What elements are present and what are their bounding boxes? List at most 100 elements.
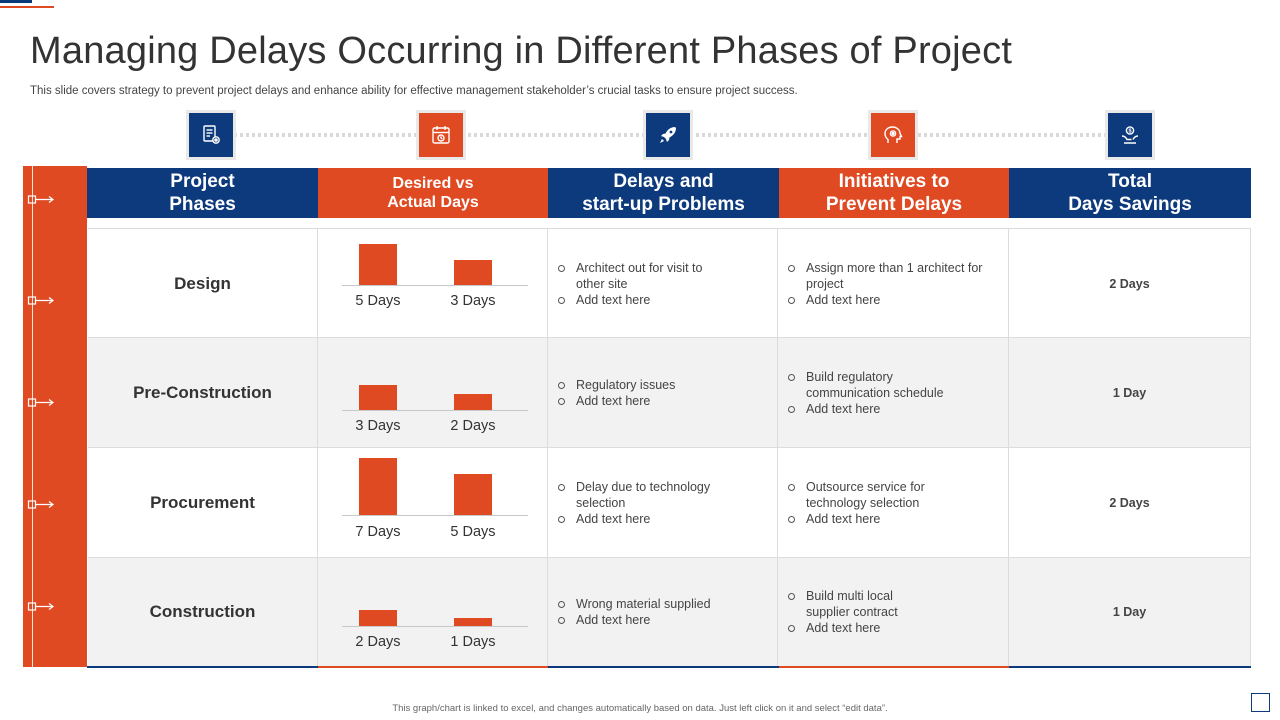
corner-accent-blue bbox=[0, 0, 32, 3]
desired-days-bar bbox=[359, 458, 397, 515]
list-item: Add text here bbox=[788, 620, 928, 636]
days-saving: 1 Day bbox=[1009, 558, 1251, 666]
table-row: Design 5 Days 3 Days Architect out for v… bbox=[88, 228, 1251, 339]
phase-name: Pre-Construction bbox=[88, 338, 318, 448]
delays-list: Wrong material supplied Add text here bbox=[558, 596, 758, 628]
phase-name: Procurement bbox=[88, 448, 318, 558]
desired-days-bar bbox=[359, 610, 397, 626]
list-item: Regulatory issues bbox=[558, 377, 728, 393]
actual-days-label: 2 Days bbox=[450, 418, 496, 434]
delays-cell: Regulatory issues Add text here bbox=[548, 338, 778, 448]
desired-days-label: 3 Days bbox=[355, 418, 401, 434]
timeline-arrow-icon bbox=[27, 602, 54, 611]
days-chart-cell: 2 Days 1 Days bbox=[318, 558, 548, 666]
corner-accent-orange bbox=[0, 6, 54, 8]
svg-text:$: $ bbox=[1128, 129, 1131, 135]
header-line: Desired vs bbox=[392, 175, 474, 192]
header-line: Delays and bbox=[613, 171, 714, 192]
table-bottom-border bbox=[779, 666, 1009, 668]
actual-days-bar bbox=[454, 618, 492, 626]
hand-coin-icon: $ bbox=[1108, 113, 1152, 157]
document-gear-icon bbox=[189, 113, 233, 157]
initiatives-list: Build multi local supplier contract Add … bbox=[788, 588, 928, 636]
initiatives-list: Assign more than 1 architect for project… bbox=[788, 260, 988, 308]
phase-name: Construction bbox=[88, 558, 318, 666]
delays-cell: Wrong material supplied Add text here bbox=[548, 558, 778, 666]
list-item: Delay due to technology selection bbox=[558, 479, 728, 511]
actual-days-bar bbox=[454, 474, 492, 515]
days-chart-cell: 7 Days 5 Days bbox=[318, 448, 548, 558]
phase-name: Design bbox=[88, 229, 318, 339]
page-subtitle: This slide covers strategy to prevent pr… bbox=[30, 85, 798, 97]
table-bottom-border bbox=[318, 666, 548, 668]
actual-days-label: 3 Days bbox=[450, 293, 496, 309]
list-item: Wrong material supplied bbox=[558, 596, 758, 612]
desired-days-label: 7 Days bbox=[355, 524, 401, 540]
table-row: Pre-Construction 3 Days 2 Days Regulator… bbox=[88, 338, 1251, 448]
list-item: Add text here bbox=[788, 511, 968, 527]
header-line: Phases bbox=[169, 194, 236, 215]
list-item: Add text here bbox=[558, 511, 728, 527]
desired-days-label: 5 Days bbox=[355, 293, 401, 309]
header-project-phases: Project Phases bbox=[87, 168, 318, 218]
head-gear-icon bbox=[871, 113, 915, 157]
actual-days-label: 1 Days bbox=[450, 634, 496, 650]
header-line: Prevent Delays bbox=[825, 194, 963, 215]
actual-days-label: 5 Days bbox=[450, 524, 496, 540]
rocket-icon bbox=[646, 113, 690, 157]
list-item: Build multi local supplier contract bbox=[788, 588, 928, 620]
initiatives-list: Outsource service for technology selecti… bbox=[788, 479, 968, 527]
chart-baseline bbox=[342, 285, 528, 286]
header-line: Days Savings bbox=[1068, 194, 1192, 215]
initiatives-cell: Build multi local supplier contract Add … bbox=[778, 558, 1009, 666]
initiatives-cell: Outsource service for technology selecti… bbox=[778, 448, 1009, 558]
table-bottom-border bbox=[1009, 666, 1251, 668]
desired-days-bar bbox=[359, 244, 397, 285]
actual-days-bar bbox=[454, 394, 492, 410]
delays-list: Architect out for visit to other site Ad… bbox=[558, 260, 728, 308]
timeline-arrow-icon bbox=[27, 195, 54, 204]
list-item: Add text here bbox=[558, 612, 758, 628]
header-desired-vs-actual: Desired vs Actual Days bbox=[318, 168, 548, 218]
actual-days-bar bbox=[454, 260, 492, 285]
table-bottom-border bbox=[548, 666, 779, 668]
initiatives-cell: Build regulatory communication schedule … bbox=[778, 338, 1009, 448]
header-total-savings: Total Days Savings bbox=[1009, 168, 1251, 218]
list-item: Add text here bbox=[788, 292, 988, 308]
timeline-arrow-icon bbox=[27, 398, 54, 407]
list-item: Build regulatory communication schedule bbox=[788, 369, 968, 401]
chart-baseline bbox=[342, 515, 528, 516]
days-saving: 2 Days bbox=[1009, 448, 1251, 558]
chart-baseline bbox=[342, 626, 528, 627]
header-delays-problems: Delays and start-up Problems bbox=[548, 168, 779, 218]
list-item: Architect out for visit to other site bbox=[558, 260, 728, 292]
days-saving: 2 Days bbox=[1009, 229, 1251, 339]
list-item: Outsource service for technology selecti… bbox=[788, 479, 968, 511]
list-item: Assign more than 1 architect for project bbox=[788, 260, 988, 292]
header-initiatives: Initiatives to Prevent Delays bbox=[779, 168, 1009, 218]
list-item: Add text here bbox=[558, 393, 728, 409]
initiatives-cell: Assign more than 1 architect for project… bbox=[778, 229, 1009, 339]
page-title: Managing Delays Occurring in Different P… bbox=[30, 30, 1013, 72]
list-item: Add text here bbox=[558, 292, 728, 308]
calendar-icon bbox=[419, 113, 463, 157]
list-item: Add text here bbox=[788, 401, 968, 417]
slide-corner-marker bbox=[1251, 693, 1270, 712]
initiatives-list: Build regulatory communication schedule … bbox=[788, 369, 968, 417]
table-row: Procurement 7 Days 5 Days Delay due to t… bbox=[88, 448, 1251, 558]
header-line: Initiatives to bbox=[838, 171, 950, 192]
footnote: This graph/chart is linked to excel, and… bbox=[392, 703, 888, 714]
header-line: Project bbox=[170, 171, 235, 192]
delays-cell: Architect out for visit to other site Ad… bbox=[548, 229, 778, 339]
table-bottom-border bbox=[87, 666, 318, 668]
days-chart-cell: 5 Days 3 Days bbox=[318, 229, 548, 339]
delays-list: Regulatory issues Add text here bbox=[558, 377, 728, 409]
table-row: Construction 2 Days 1 Days Wrong materia… bbox=[88, 558, 1251, 666]
header-line: Actual Days bbox=[387, 194, 479, 211]
delays-list: Delay due to technology selection Add te… bbox=[558, 479, 728, 527]
chart-baseline bbox=[342, 410, 528, 411]
timeline-arrow-icon bbox=[27, 296, 54, 305]
timeline-arrow-icon bbox=[27, 500, 54, 509]
timeline-line bbox=[32, 166, 33, 667]
header-line: start-up Problems bbox=[582, 194, 745, 215]
